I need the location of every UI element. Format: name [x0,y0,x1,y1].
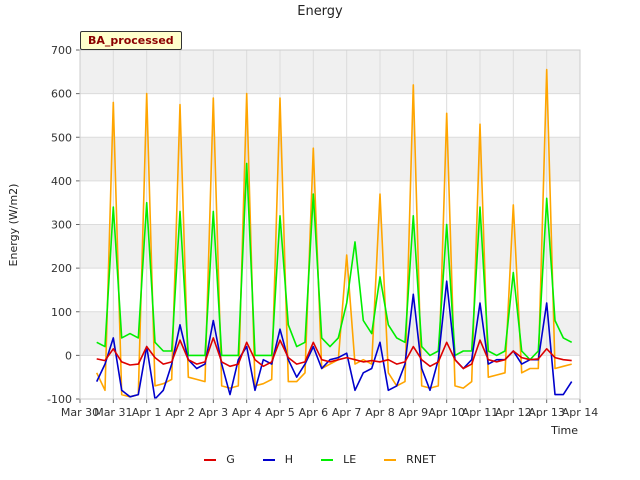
x-tick-label: Apr 9 [399,406,429,419]
x-tick-label: Apr 7 [332,406,362,419]
legend-swatch-g [204,458,217,461]
plot-frame [79,49,581,400]
x-tick-label: Apr 1 [132,406,162,419]
legend-item-g: G [204,453,235,466]
legend-swatch-h [262,458,275,461]
series-line-h [95,280,573,400]
legend-item-rnet: RNET [384,453,436,466]
y-tick-label: 700 [51,44,72,57]
chart-title: Energy [297,4,343,19]
band [80,224,580,269]
y-tick-label: 400 [51,175,72,188]
legend: G H LE RNET [0,453,640,466]
band [80,268,580,312]
band [80,137,580,181]
legend-item-h: H [262,453,294,466]
x-tick-label: Mar 31 [94,406,132,419]
legend-label-rnet: RNET [406,453,436,466]
legend-item-le: LE [321,453,356,466]
y-tick-label: 500 [51,131,72,144]
annotation-badge: BA_processed [80,31,182,50]
y-tick-label: 0 [65,349,72,362]
x-tick-label: Apr 8 [365,406,395,419]
x-tick-label: Apr 13 [528,406,565,419]
legend-label-h: H [284,453,294,466]
x-tick-label: Apr 4 [232,406,262,419]
x-tick-label: Apr 6 [299,406,329,419]
band [80,311,580,356]
x-axis-label: Time [550,424,578,437]
y-tick-label: 200 [51,262,72,275]
x-tick-label: Apr 5 [265,406,295,419]
x-tick-label: Mar 30 [61,406,99,419]
legend-swatch-rnet [384,458,397,461]
y-axis-label: Energy (W/m2) [7,184,20,267]
y-tick-label: 100 [51,306,72,319]
x-tick-label: Apr 12 [495,406,532,419]
band [80,50,580,94]
band [80,180,580,225]
y-tick-label: -100 [47,393,72,406]
legend-label-g: G [226,453,235,466]
x-tick-label: Apr 3 [199,406,229,419]
x-tick-label: Apr 14 [562,406,599,419]
series-layer [95,68,573,400]
background-bands [80,50,580,399]
band [80,93,580,138]
y-tick-label: 600 [51,88,72,101]
y-tick-label: 300 [51,219,72,232]
series-line-rnet [95,68,572,398]
x-tick-label: Apr 10 [428,406,465,419]
legend-label-le: LE [343,453,357,466]
legend-swatch-le [321,458,334,461]
series-line-g [96,337,572,370]
series-line-le [96,162,573,361]
x-tick-label: Apr 2 [165,406,195,419]
x-tick-label: Apr 11 [462,406,499,419]
